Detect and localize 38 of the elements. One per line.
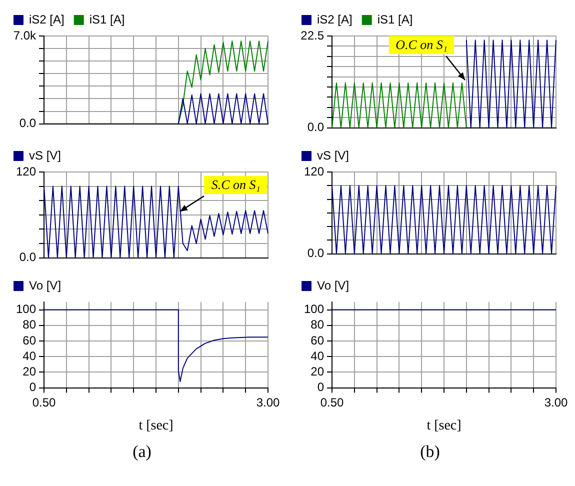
y-tick-label: 22.5 <box>300 28 324 42</box>
y-tick-label: 60 <box>310 333 324 348</box>
legend-label: Vo [V] <box>29 278 62 292</box>
y-tick-label: 20 <box>22 364 36 379</box>
legend-label: iS2 [A] <box>29 12 64 26</box>
y-tick-label: 120 <box>304 164 324 178</box>
x-tick-label: 0.50 <box>320 395 344 410</box>
y-tick-label: 120 <box>16 164 36 178</box>
y-tick-label: 20 <box>310 364 324 379</box>
y-tick-label: 40 <box>22 348 36 363</box>
text: (b) <box>419 441 441 462</box>
legend-label: Vo [V] <box>317 278 350 292</box>
legend-label: iS1 [A] <box>89 12 125 26</box>
y-tick-label: 0.0 <box>307 120 324 134</box>
y-tick-label: 0.0 <box>19 116 36 130</box>
y-tick-label: 100 <box>304 302 324 316</box>
y-tick-label: 0.0 <box>19 250 36 264</box>
y-tick-label: 60 <box>22 333 36 348</box>
x-axis-title: t [sec] <box>426 418 462 434</box>
y-tick-label: 100 <box>16 302 36 316</box>
legend-label: iS1 [A] <box>377 12 413 26</box>
y-tick-label: 0.0 <box>307 246 324 260</box>
x-tick-label: 3.00 <box>256 395 280 410</box>
y-tick-label: 40 <box>310 348 324 363</box>
y-tick-label: 80 <box>310 318 324 332</box>
y-tick-label: 0 <box>317 380 324 394</box>
x-axis-title: t [sec] <box>138 418 174 434</box>
x-tick-label: 0.50 <box>32 395 56 410</box>
y-tick-label: 80 <box>22 318 36 332</box>
annotation: O.C on S₁ <box>388 36 454 54</box>
annotation: S.C on S₁ <box>204 176 268 194</box>
text: (a) <box>132 441 152 462</box>
legend-label: vS [V] <box>29 148 62 162</box>
legend-label: vS [V] <box>317 148 350 162</box>
y-tick-label: 7.0k <box>13 28 37 42</box>
legend-label: iS2 [A] <box>317 12 352 26</box>
y-tick-label: 0 <box>29 380 36 394</box>
x-tick-label: 3.00 <box>544 395 568 410</box>
